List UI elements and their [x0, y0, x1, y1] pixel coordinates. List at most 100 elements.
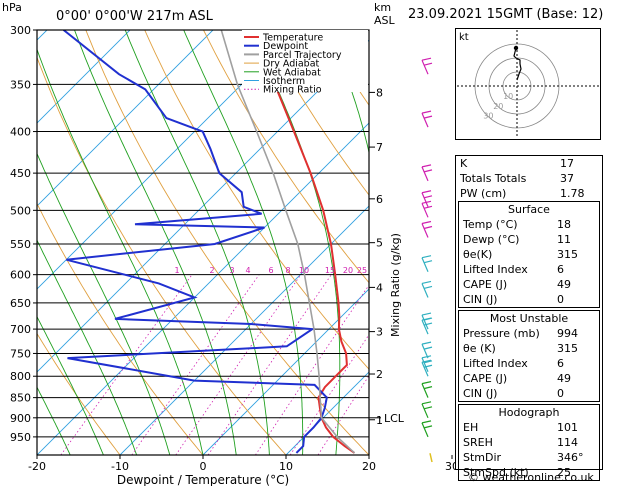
wet-adiabat — [37, 386, 71, 455]
wind-barb — [421, 355, 433, 373]
dry-adiabat — [262, 30, 369, 196]
km-tick-label: 5 — [376, 237, 383, 250]
temperature-tick-label: -10 — [111, 460, 129, 473]
pressure-tick-label: 850 — [10, 392, 31, 405]
surface-row: Temp (°C) 18 — [463, 218, 571, 231]
hodograph-panel-row: SREH 114 — [463, 436, 578, 449]
legend-entry: Isotherm — [263, 76, 305, 87]
mixing-ratio-label: 15 — [325, 266, 335, 275]
mixing-ratio-line — [317, 374, 369, 455]
pressure-tick-label: 550 — [10, 238, 31, 251]
km-tick-label: 6 — [376, 193, 383, 206]
isotherm — [37, 30, 214, 207]
km-tick-label: 3 — [376, 326, 383, 339]
surface-row: CAPE (J) 49 — [463, 278, 571, 291]
wind-barb — [421, 420, 433, 438]
km-tick-label: 7 — [376, 141, 383, 154]
mixing-ratio-label: 25 — [357, 266, 367, 275]
legend-entry: Temperature — [262, 33, 323, 44]
mixing-ratio-label: 8 — [285, 266, 290, 275]
pressure-tick-label: 750 — [10, 347, 31, 360]
pressure-tick-label: 500 — [10, 204, 31, 217]
surface-row: CIN (J) 0 — [463, 293, 564, 306]
hodograph-ring-label: 20 — [493, 102, 503, 111]
hodograph-section: Hodograph EH 101 SREH 114 StmDir 346° StmSpd (… — [458, 404, 600, 481]
location-title: 0°00' 0°00'W 217m ASL — [56, 9, 214, 24]
isotherm — [285, 371, 369, 455]
wind-barbs — [421, 57, 433, 463]
legend-entry: Dry Adiabat — [263, 59, 320, 70]
pressure-tick-label: 400 — [10, 126, 31, 139]
pressure-tick-label: 800 — [10, 370, 31, 383]
surface-wind — [429, 453, 433, 463]
isotherm — [37, 30, 131, 124]
wet-adiabat — [402, 30, 435, 455]
indices-panel: K 17 Totals Totals 37 PW (cm) 1.78 Surface … — [455, 155, 603, 481]
dry-adiabat — [37, 332, 121, 455]
pressure-tick-label: 350 — [10, 78, 31, 91]
most-unstable-row: Lifted Index 6 — [463, 357, 564, 370]
wind-barb — [421, 190, 433, 208]
index-totals: Totals Totals 37 — [460, 172, 574, 185]
wind-barb — [421, 255, 433, 272]
mixing-ratio-label: 20 — [343, 266, 353, 275]
most-unstable-row: CAPE (J) 49 — [463, 372, 571, 385]
mixing-ratio-label: 3 — [229, 266, 234, 275]
isotherm — [37, 30, 297, 290]
isotherm — [37, 39, 369, 373]
most-unstable-section: Most Unstable Pressure (mb) 994 θe (K) 315 L… — [458, 310, 600, 402]
hodograph-title: Hodograph — [498, 406, 560, 419]
index-k: K 17 — [460, 157, 574, 170]
wind-barb — [421, 312, 433, 330]
mixing-ratio-label: 2 — [209, 266, 214, 275]
hodograph-trace — [513, 47, 522, 81]
index-pw: PW (cm) 1.78 — [460, 187, 585, 200]
most-unstable-row: Pressure (mb) 994 — [463, 327, 578, 340]
temperature-line — [261, 30, 356, 454]
pressure-tick-label: 600 — [10, 269, 31, 282]
legend-entry: Parcel Trajectory — [263, 50, 342, 61]
legend-entry: Dewpoint — [263, 41, 308, 52]
wet-adiabat — [328, 30, 369, 455]
hodograph-unit: kt — [459, 32, 469, 43]
most-unstable-row: CIN (J) 0 — [463, 387, 564, 400]
mixing-ratio-line — [289, 333, 369, 455]
temperature-tick-label: 20 — [362, 460, 376, 473]
x-axis-label: Dewpoint / Temperature (°C) — [117, 473, 289, 486]
wind-barb — [421, 401, 433, 419]
isotherm — [119, 205, 369, 455]
wind-barb — [421, 280, 433, 298]
wet-adiabat — [37, 48, 204, 455]
pressure-tick-label: 650 — [10, 297, 31, 310]
temperature-tick-label: 10 — [279, 460, 293, 473]
mixing-ratio-axis-label: Mixing Ratio (g/kg) — [389, 233, 402, 337]
lcl-label: LCL — [384, 412, 405, 425]
most-unstable-row: θe (K) 315 — [463, 342, 578, 355]
parcel-trajectory-line — [220, 30, 356, 454]
pressure-unit: hPa — [2, 1, 22, 14]
wind-barb — [421, 317, 433, 335]
dry-adiabat — [615, 30, 629, 455]
surface-section: Surface Temp (°C) 18 Dewp (°C) 11 θe(K) 315 Li… — [458, 201, 600, 308]
hodograph-ring-label: 30 — [483, 112, 493, 121]
copyright: © weatheronline.co.uk — [468, 471, 594, 484]
surface-row: θe(K) 315 — [463, 248, 578, 261]
wind-barb — [421, 57, 433, 75]
hodograph-panel-row: StmDir 346° — [463, 451, 584, 464]
legend-entry: Wet Adiabat — [263, 67, 321, 78]
legend-entry: Mixing Ratio — [263, 85, 322, 96]
storm-motion-point — [513, 45, 519, 51]
pressure-tick-label: 300 — [10, 24, 31, 37]
mixing-ratio-label: 6 — [268, 266, 273, 275]
mixing-ratio-label: 1 — [174, 266, 179, 275]
hodograph-ring-label: 10 — [503, 92, 513, 101]
mixing-ratio-label: 10 — [299, 266, 309, 275]
wind-barb — [421, 110, 433, 128]
wet-adiabat — [37, 315, 104, 455]
wind-barb — [421, 200, 433, 218]
km-unit: km — [374, 1, 391, 14]
km-tick-label: 8 — [376, 86, 383, 99]
